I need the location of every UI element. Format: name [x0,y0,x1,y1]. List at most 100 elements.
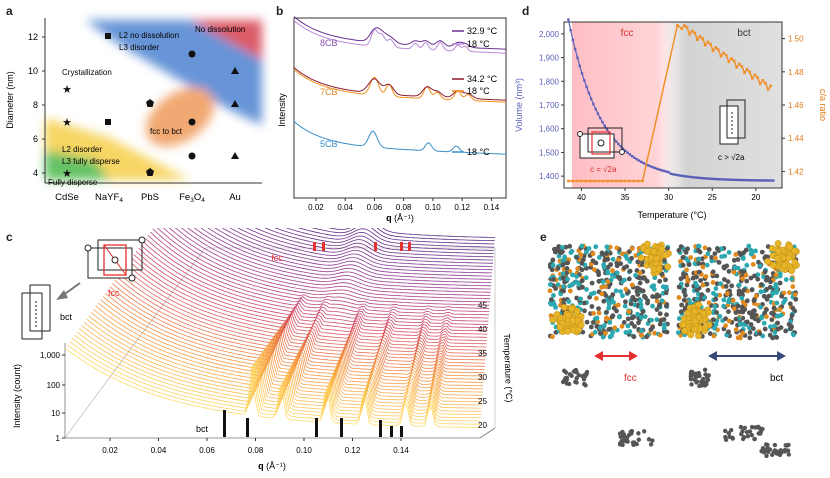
particle [656,293,662,299]
particle [562,368,567,373]
nanoparticle [781,262,788,269]
xtick-label: 0.02 [102,446,118,455]
volume-point [660,169,663,172]
particle [729,283,735,289]
volume-point [735,178,739,182]
particle [619,438,624,444]
particle [726,318,732,324]
particle [594,315,600,321]
particle [723,316,728,322]
particle [684,267,689,273]
particle [706,300,712,306]
ratio-point [619,179,622,183]
particle [745,434,751,439]
xtick-pbs: PbS [141,192,159,203]
particle [786,452,791,457]
saxs-curve [293,67,507,101]
particle [774,449,779,454]
particle [726,329,731,335]
bct-arrow [708,351,786,361]
ratio-point [597,179,601,183]
particle [723,428,728,434]
particle [636,320,641,326]
label-l2-no-dissolution: L2 no dissolution [119,31,179,40]
particle [770,452,775,457]
ratio-point [584,179,588,183]
particle [726,250,732,255]
ytick-label: 1 [56,434,61,443]
waterfall-plot: 1,000 100 10 1 0.02 0.04 0.06 0.08 0.10 0.12 0.14… [12,157,514,471]
x-axis-label: Temperature (°C) [637,210,706,220]
ratio-point [717,48,720,51]
particle [694,296,700,302]
particle [790,305,796,311]
particle [658,318,664,323]
particle [696,248,701,253]
particle [562,378,567,383]
particle [694,374,699,379]
ratio-point [709,42,712,46]
particle [663,303,669,309]
xtick-au: Au [229,192,241,203]
nanoparticle [695,313,703,321]
volume-point [608,131,611,135]
volume-point [601,120,604,124]
particle [762,326,768,332]
particle [753,312,758,318]
volume-point [578,64,581,68]
particle [777,307,783,312]
particle [732,265,738,270]
particle [640,275,646,281]
curves [293,16,507,155]
particle [676,248,682,253]
xtick-label: 40 [577,193,586,202]
particle [604,244,610,250]
particle [570,272,575,278]
particle [739,295,745,301]
ratio-point [743,71,746,75]
ratio-point [641,179,644,183]
waterfall-curve [154,225,490,306]
volume-point [699,176,702,180]
ytick-label: 8 [33,100,38,110]
volume-point [676,173,679,177]
series [567,18,775,183]
volume-point [706,177,709,180]
y2tick-label: 1.48 [788,68,804,77]
star-marker: ★ [62,168,72,180]
volume-point [687,175,691,178]
particle [789,276,795,282]
particle [657,332,663,338]
particle [705,251,711,257]
particle [637,270,643,276]
particle [680,262,686,268]
particle [716,260,722,265]
label-fcc-to-bct: fcc to bct [150,127,183,136]
particle [730,436,735,441]
particle [563,244,569,250]
volume-point [731,178,734,181]
particle [729,428,734,433]
particle [596,255,602,260]
nanoparticle [791,258,799,266]
ratio-point [575,179,579,183]
ytick-label: 10 [51,409,60,418]
particle [694,274,699,280]
particle [623,253,629,259]
transition-arrow [56,282,81,300]
particle [579,267,585,273]
xtick-label: 25 [708,193,717,202]
ratio-point [753,73,757,77]
legend-7cb-high: 34.2 °C [467,74,498,84]
particle [733,327,739,332]
bct-label: bct [737,28,751,39]
particle [690,370,695,375]
particle [605,279,611,285]
particle [549,297,554,302]
particle [605,256,611,262]
particle [723,437,729,442]
particle [564,266,570,271]
particle [712,304,718,309]
particle [765,446,770,451]
particle [652,275,658,281]
